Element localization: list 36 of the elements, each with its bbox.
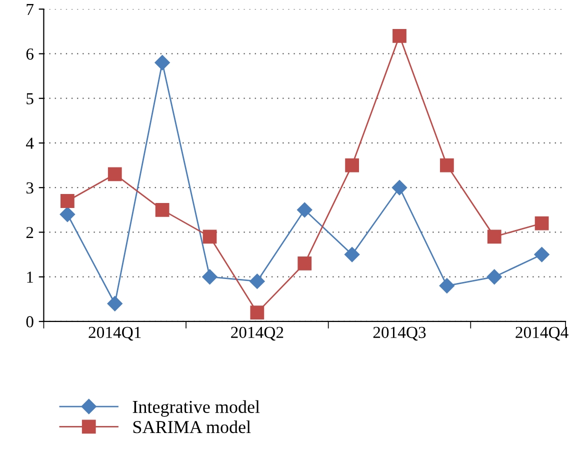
point — [250, 306, 264, 320]
point — [202, 269, 218, 284]
point — [60, 194, 74, 208]
point — [108, 167, 122, 182]
y-tick-label: 1 — [27, 272, 34, 283]
point — [60, 206, 76, 222]
point — [250, 274, 265, 289]
point — [440, 158, 454, 172]
point — [345, 158, 359, 172]
y-tick-label: 4 — [26, 138, 34, 149]
y-tick-label: 0 — [26, 316, 34, 328]
point — [297, 202, 312, 218]
y-tick-label: 5 — [26, 93, 34, 104]
point — [155, 202, 170, 217]
x-tick-label: 2014Q4 — [516, 326, 568, 341]
legend-label: SARIMA model — [133, 420, 251, 434]
point — [154, 55, 170, 70]
x-tick-label: 2014Q3 — [373, 326, 426, 341]
point — [439, 278, 454, 294]
point — [298, 256, 312, 270]
point — [392, 180, 408, 196]
legend-label: Integrative model — [132, 400, 260, 417]
point — [202, 230, 217, 244]
point — [487, 230, 502, 244]
point — [392, 28, 406, 43]
point — [107, 296, 122, 312]
point — [534, 216, 549, 230]
y-tick-label: 2 — [26, 226, 34, 238]
x-tick-label: 2014Q2 — [231, 326, 284, 341]
y-tick-label: 6 — [26, 48, 34, 60]
point — [344, 246, 360, 262]
y-tick-label: 7 — [26, 4, 34, 15]
point — [486, 269, 502, 284]
point — [534, 246, 550, 262]
y-tick-label: 3 — [26, 182, 34, 194]
x-tick-label: 2014Q1 — [88, 326, 141, 341]
